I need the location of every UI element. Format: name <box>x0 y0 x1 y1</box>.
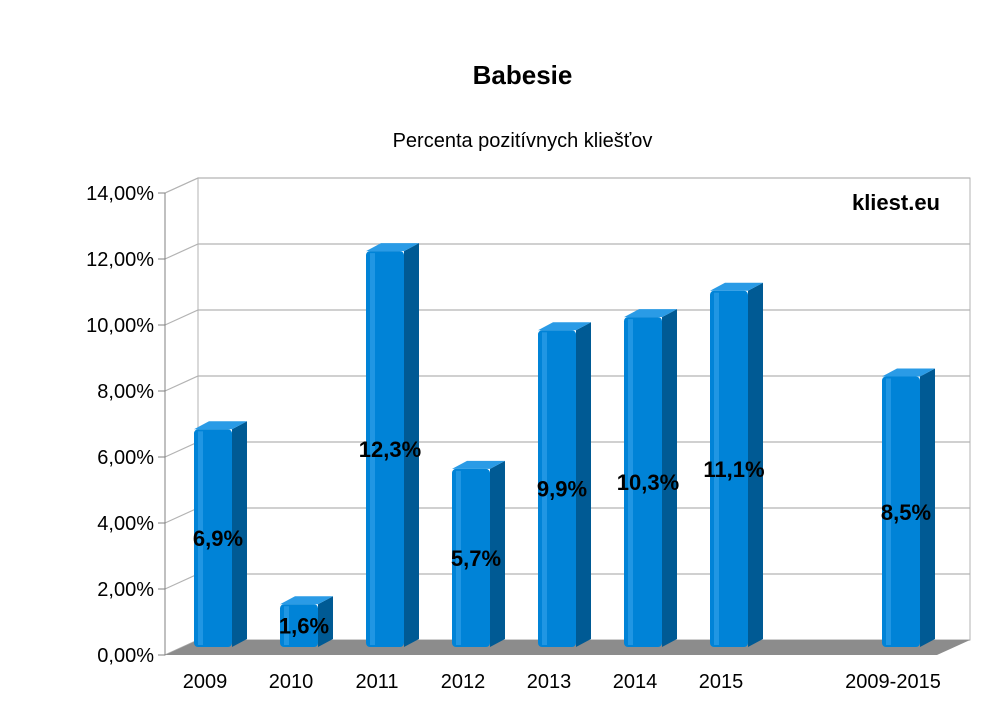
x-tick-label: 2009 <box>183 671 228 693</box>
bar <box>280 604 318 647</box>
watermark: kliest.eu <box>852 190 940 215</box>
y-tick-label: 6,00% <box>97 447 154 469</box>
side-wall <box>164 177 199 656</box>
data-label: 9,9% <box>537 477 587 502</box>
bar-highlight <box>284 606 289 645</box>
data-label: 10,3% <box>617 470 679 495</box>
bar-side <box>232 421 247 647</box>
x-tick-label: 2014 <box>613 671 658 693</box>
bar <box>624 317 662 647</box>
y-tick-label: 4,00% <box>97 513 154 535</box>
bar-highlight <box>456 470 461 645</box>
y-tick-label: 10,00% <box>86 315 154 337</box>
bar-side <box>920 368 935 647</box>
data-label: 8,5% <box>881 500 931 525</box>
x-tick-label: 2015 <box>699 671 744 693</box>
bar <box>366 251 404 647</box>
bar-highlight <box>628 319 633 645</box>
bar-side <box>404 243 419 647</box>
bar-side <box>748 282 763 647</box>
bar-highlight <box>542 332 547 645</box>
y-tick-label: 14,00% <box>86 183 154 205</box>
x-tick-label: 2012 <box>441 671 486 693</box>
x-tick-label: 2011 <box>355 671 398 693</box>
bar-side <box>318 596 333 647</box>
bar <box>538 330 576 647</box>
bar-top <box>366 243 419 252</box>
data-label: 5,7% <box>451 546 501 571</box>
gridline <box>164 177 970 194</box>
data-label: 1,6% <box>279 614 329 639</box>
y-tick-label: 8,00% <box>97 381 154 403</box>
bar-top <box>710 282 763 291</box>
bar-side <box>490 460 505 647</box>
bar <box>452 468 490 647</box>
bar-highlight <box>198 431 203 645</box>
bar <box>194 429 232 647</box>
x-tick-label: 2009-2015 <box>845 671 941 693</box>
data-label: 6,9% <box>193 526 243 551</box>
bar <box>710 290 748 647</box>
y-tick-label: 12,00% <box>86 249 154 271</box>
bar-highlight <box>370 253 375 645</box>
bar-top <box>882 368 935 377</box>
bar-side <box>576 322 591 647</box>
y-tick-label: 0,00% <box>97 645 154 667</box>
bar-highlight <box>714 292 719 645</box>
bar <box>882 376 920 647</box>
y-tick-label: 2,00% <box>97 579 154 601</box>
bar-highlight <box>886 378 891 645</box>
bar-top <box>538 322 591 331</box>
x-tick-label: 2013 <box>527 671 572 693</box>
chart-title: Babesie <box>472 60 573 90</box>
gridline <box>164 243 970 260</box>
bar-top <box>452 460 505 469</box>
bar-top <box>194 421 247 430</box>
bar-top <box>280 596 333 605</box>
x-tick-label: 2010 <box>269 671 314 693</box>
bar-side <box>662 309 677 647</box>
data-label: 11,1% <box>703 457 764 482</box>
bar-top <box>624 309 677 318</box>
chart-subtitle: Percenta pozitívnych kliešťov <box>392 130 653 152</box>
data-label: 12,3% <box>359 437 421 462</box>
